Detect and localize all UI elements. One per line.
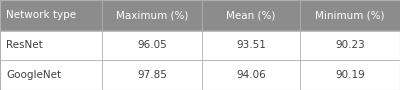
- Text: Maximum (%): Maximum (%): [116, 10, 188, 20]
- Text: Minimum (%): Minimum (%): [315, 10, 385, 20]
- Text: Mean (%): Mean (%): [226, 10, 276, 20]
- Text: 96.05: 96.05: [137, 40, 167, 50]
- Text: Network type: Network type: [6, 10, 76, 20]
- Text: ResNet: ResNet: [6, 40, 43, 50]
- Bar: [0, 60, 400, 90]
- Text: 90.23: 90.23: [335, 40, 365, 50]
- Bar: [0, 31, 400, 60]
- Text: 90.19: 90.19: [335, 70, 365, 80]
- Text: 94.06: 94.06: [236, 70, 266, 80]
- Text: 97.85: 97.85: [137, 70, 167, 80]
- Text: 93.51: 93.51: [236, 40, 266, 50]
- Text: GoogleNet: GoogleNet: [6, 70, 61, 80]
- Bar: [0, 0, 400, 31]
